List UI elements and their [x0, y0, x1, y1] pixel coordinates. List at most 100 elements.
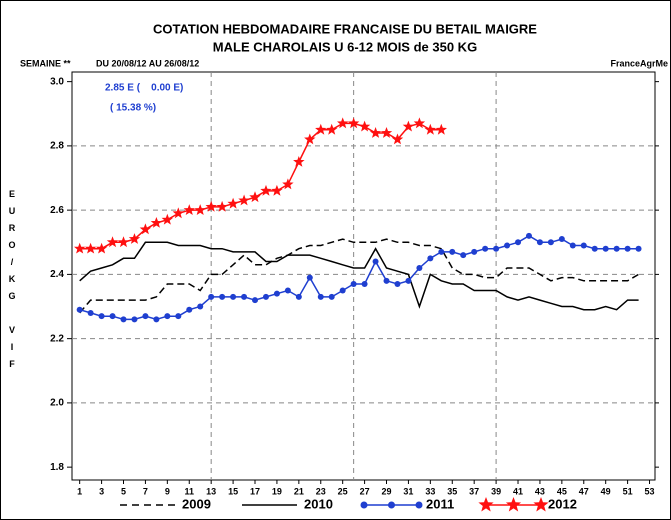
- point: [306, 274, 313, 281]
- x-tick-label: 27: [360, 486, 370, 496]
- point: [153, 316, 160, 323]
- point: [380, 127, 393, 138]
- point: [413, 117, 426, 129]
- y-label-char: F: [9, 359, 15, 369]
- point: [424, 123, 437, 135]
- point: [369, 127, 382, 138]
- point: [98, 313, 105, 320]
- x-tick-label: 33: [425, 486, 435, 496]
- y-label-char: U: [9, 206, 16, 216]
- source: FranceAgrMe: [610, 58, 668, 68]
- y-label-char: E: [9, 189, 15, 199]
- point: [109, 313, 116, 320]
- point: [315, 123, 327, 135]
- point: [304, 133, 316, 145]
- point: [580, 242, 587, 249]
- point: [273, 290, 280, 297]
- annotation: ( 15.38 %): [110, 103, 156, 114]
- point: [372, 258, 379, 265]
- point: [271, 184, 283, 196]
- point: [339, 287, 346, 294]
- point: [435, 123, 447, 135]
- x-tick-label: 9: [165, 486, 170, 496]
- point: [361, 281, 368, 288]
- point: [358, 120, 371, 132]
- x-tick-label: 51: [623, 486, 633, 496]
- chart-title: COTATION HEBDOMADAIRE FRANCAISE DU BETAI…: [153, 21, 537, 36]
- point: [172, 207, 184, 219]
- legend-label: 2009: [182, 496, 211, 511]
- chart-subtitle: MALE CHAROLAIS U 6-12 MOIS de 350 KG: [213, 39, 477, 54]
- annotation: 2.85 E ( 0.00 E): [105, 83, 183, 94]
- point: [139, 223, 152, 235]
- period: DU 20/08/12 AU 26/08/12: [96, 58, 199, 68]
- point: [416, 264, 423, 271]
- point: [317, 293, 324, 300]
- point: [328, 293, 335, 300]
- point: [405, 277, 412, 284]
- point: [117, 236, 130, 248]
- x-tick-label: 35: [447, 486, 457, 496]
- week-label: SEMAINE **: [20, 58, 71, 68]
- legend-marker: [505, 497, 522, 512]
- legend-marker: [478, 497, 494, 512]
- plot-area: [71, 71, 656, 481]
- x-tick-label: 7: [143, 486, 148, 496]
- point: [383, 277, 390, 284]
- x-tick-label: 3: [99, 486, 104, 496]
- x-tick-label: 25: [338, 486, 348, 496]
- x-tick-label: 53: [645, 486, 655, 496]
- x-tick-label: 49: [601, 486, 611, 496]
- point: [106, 236, 119, 248]
- point: [347, 117, 360, 129]
- point: [493, 245, 500, 252]
- point: [515, 239, 522, 246]
- y-tick-label: 1.8: [50, 462, 64, 473]
- x-tick-label: 15: [228, 486, 238, 496]
- x-tick-label: 23: [316, 486, 326, 496]
- point: [394, 281, 401, 288]
- point: [216, 200, 228, 212]
- x-tick-label: 43: [535, 486, 545, 496]
- point: [175, 313, 182, 320]
- point: [449, 248, 456, 255]
- point: [504, 242, 511, 249]
- point: [536, 239, 543, 246]
- legend-marker: [415, 501, 423, 509]
- x-tick-label: 47: [579, 486, 589, 496]
- point: [120, 316, 127, 323]
- y-tick-label: 2.0: [50, 398, 64, 409]
- series-line: [79, 241, 639, 311]
- point: [427, 255, 434, 262]
- point: [613, 245, 620, 252]
- legend-marker: [388, 501, 395, 509]
- y-label-char: G: [8, 291, 15, 301]
- point: [591, 245, 598, 252]
- x-tick-label: 31: [403, 486, 413, 496]
- legend-label: 2011: [426, 496, 454, 511]
- y-label-char: O: [8, 240, 15, 250]
- point: [74, 242, 86, 254]
- point: [438, 248, 445, 255]
- x-tick-label: 5: [121, 486, 126, 496]
- y-label-char: [11, 308, 14, 318]
- point: [128, 233, 141, 244]
- point: [262, 293, 269, 300]
- series-line: [79, 234, 639, 321]
- x-tick-label: 41: [513, 486, 523, 496]
- x-tick-label: 29: [382, 486, 392, 496]
- legend-label: 2010: [304, 496, 333, 511]
- point: [350, 281, 357, 288]
- point: [260, 184, 272, 196]
- point: [293, 156, 305, 167]
- x-tick-label: 19: [272, 486, 282, 496]
- y-label-char: K: [9, 274, 16, 284]
- x-tick-label: 39: [491, 486, 501, 496]
- y-tick-label: 2.4: [50, 269, 64, 280]
- point: [284, 287, 291, 294]
- point: [558, 236, 565, 243]
- point: [241, 293, 248, 300]
- x-tick-label: 17: [250, 486, 260, 496]
- point: [227, 197, 239, 209]
